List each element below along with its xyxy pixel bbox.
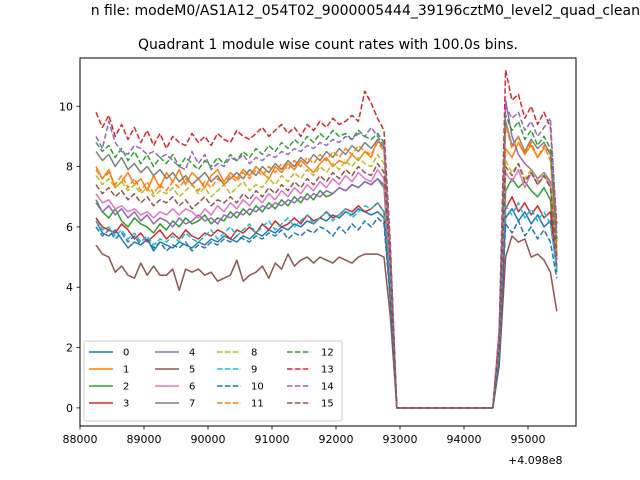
x-tick-label: 95000 [511,433,546,446]
legend-label-3: 3 [123,399,129,410]
legend-label-15: 15 [321,399,334,410]
legend-label-7: 7 [189,399,195,410]
legend-label-9: 9 [251,365,257,376]
legend-label-2: 2 [123,382,129,393]
legend-label-10: 10 [251,382,264,393]
x-offset-label: +4.098e8 [508,454,563,467]
y-axis: 0 2 4 6 8 10 [59,100,80,415]
plot-frame [79,57,577,427]
x-tick-label: 94000 [447,433,482,446]
x-axis: 88000 89000 90000 91000 92000 93000 94000 95000 [63,426,546,446]
legend-label-12: 12 [321,348,334,359]
series-line-15 [95,162,558,409]
x-tick-label: 90000 [191,433,226,446]
legend-label-14: 14 [321,382,334,393]
x-tick-label: 91000 [255,433,290,446]
legend-label-11: 11 [251,399,264,410]
y-tick-label: 10 [59,100,73,113]
y-tick-label: 0 [66,402,73,415]
x-tick-label: 89000 [127,433,162,446]
x-tick-label: 93000 [383,433,418,446]
x-tick-label: 88000 [63,433,98,446]
y-tick-label: 4 [66,281,73,294]
legend-label-6: 6 [189,382,195,393]
legend-label-8: 8 [251,348,257,359]
legend-label-0: 0 [123,348,129,359]
suptitle-clip: n file: modeM0/AS1A12_054T02_9000005444_… [0,0,640,40]
legend-label-5: 5 [189,365,195,376]
x-tick-label: 92000 [319,433,354,446]
y-tick-label: 6 [66,221,73,234]
series-line-14 [95,105,558,409]
y-tick-label: 8 [66,161,73,174]
series-line-12 [95,114,558,409]
legend-label-13: 13 [321,365,334,376]
figure-suptitle: n file: modeM0/AS1A12_054T02_9000005444_… [90,3,640,19]
legend-label-4: 4 [189,348,195,359]
y-tick-label: 2 [66,342,73,355]
series-line-9 [95,202,558,409]
legend-box [83,340,343,422]
legend-label-1: 1 [123,365,129,376]
chart-title: Quadrant 1 module wise count rates with … [138,37,518,53]
series-lines [95,69,558,409]
